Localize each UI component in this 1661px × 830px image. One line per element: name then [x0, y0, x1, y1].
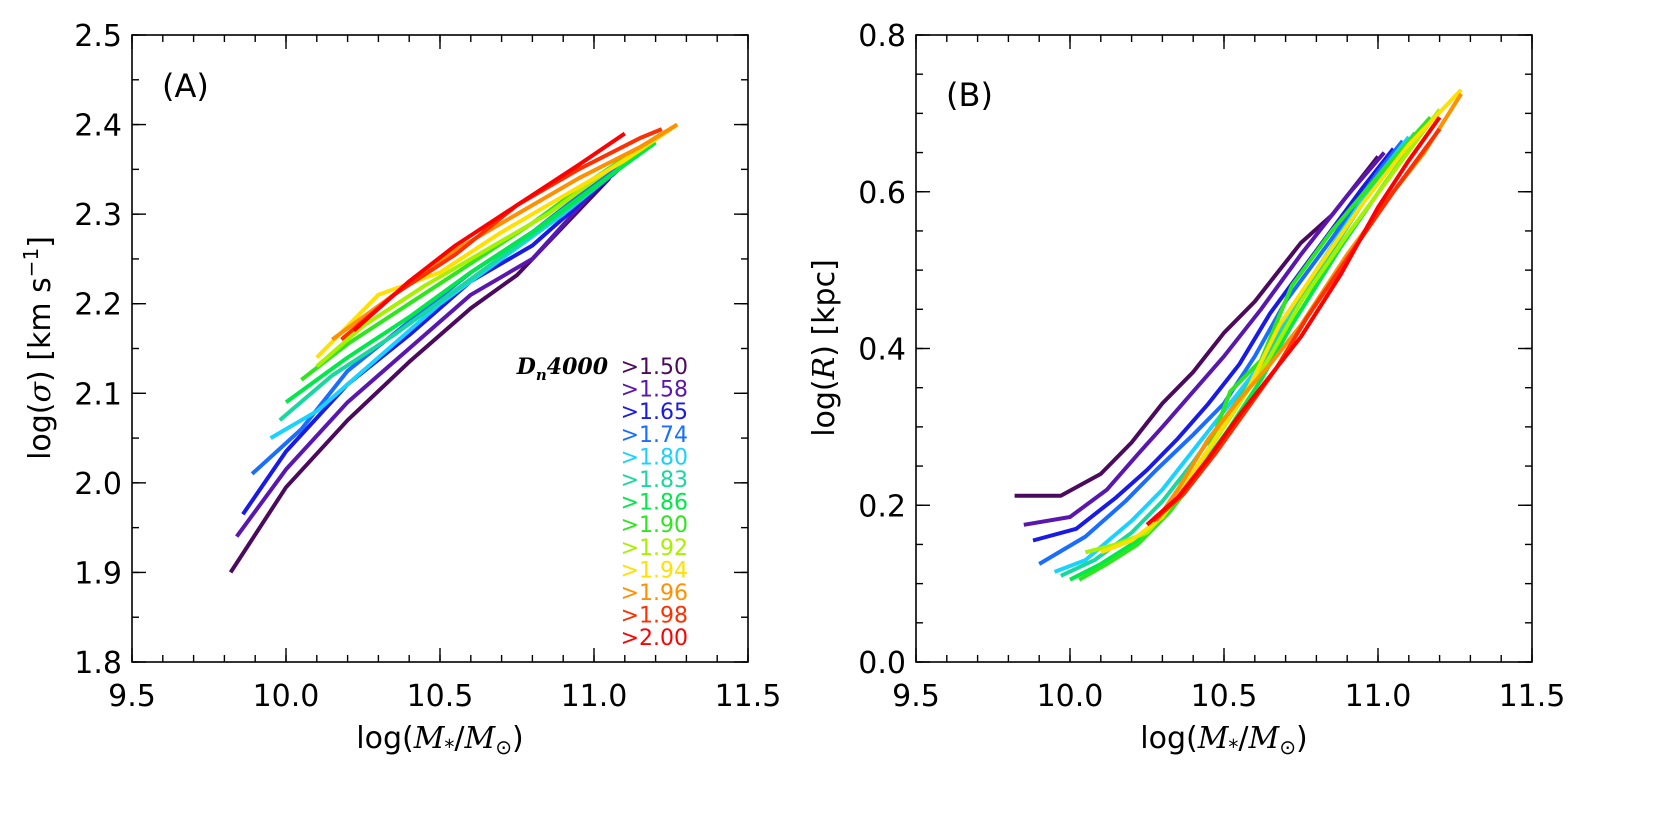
panel-b-label: (B) [946, 76, 993, 114]
y-tick-label: 0.8 [858, 19, 906, 54]
series-line-13 [352, 131, 626, 333]
panel-b-ticks: 9.5 10.0 10.5 11.0 11.5 0.0 0.2 0.4 0.6 0.8 [858, 19, 1565, 714]
y-tick-label: 2.3 [74, 198, 122, 233]
legend-entry: >1.92 [621, 536, 688, 561]
legend-entry: >1.83 [621, 468, 688, 493]
panel-a-x-axis-title: log(M*/M⊙) [356, 721, 523, 759]
x-tick-label: 10.5 [407, 679, 474, 714]
legend-entry: >1.80 [621, 445, 688, 470]
y-tick-label: 0.6 [858, 176, 906, 211]
series-line-1 [228, 176, 611, 574]
series-line-10 [315, 122, 679, 359]
x-tick-label: 11.0 [561, 679, 628, 714]
x-tick-label: 11.5 [1499, 679, 1566, 714]
x-tick-label: 9.5 [108, 679, 156, 714]
series-line-2 [235, 172, 611, 538]
legend-entry: >1.86 [621, 491, 688, 516]
series-line-3 [241, 167, 620, 516]
panel-a-label: (A) [162, 67, 209, 105]
panel-b-x-axis-title: log(M*/M⊙) [1140, 721, 1307, 759]
legend-title: Dn4000 [516, 354, 609, 384]
x-tick-label: 11.0 [1345, 679, 1412, 714]
y-tick-label: 2.0 [74, 467, 122, 502]
x-tick-label: 10.0 [253, 679, 320, 714]
y-tick-label: 0.4 [858, 333, 906, 368]
legend-entry: >1.90 [621, 513, 688, 538]
x-tick-label: 10.0 [1037, 679, 1104, 714]
panel-a: 9.5 10.0 10.5 11.0 11.5 1.8 1.9 2.0 2.1 2.2 2.3 2.4… [19, 19, 781, 759]
y-tick-label: 0.0 [858, 646, 906, 681]
series-line-10 [1100, 88, 1463, 555]
panel-a-series [228, 122, 679, 574]
x-tick-label: 9.5 [892, 679, 940, 714]
legend-entries: >1.50>1.58>1.65>1.74>1.80>1.83>1.86>1.90… [621, 355, 688, 651]
legend-entry: >2.00 [621, 626, 688, 651]
legend-entry: >1.50 [621, 355, 688, 380]
y-tick-label: 2.1 [74, 377, 122, 412]
y-tick-label: 2.5 [74, 19, 122, 54]
panel-b-y-axis-title: log(R) [kpc] [807, 259, 842, 437]
legend-entry: >1.98 [621, 604, 688, 629]
legend-entry: >1.96 [621, 581, 688, 606]
legend: Dn4000 >1.50>1.58>1.65>1.74>1.80>1.83>1.… [516, 354, 688, 651]
panel-b: 9.5 10.0 10.5 11.0 11.5 0.0 0.2 0.4 0.6 0.8 (B) l… [807, 19, 1565, 759]
y-tick-label: 1.9 [74, 556, 122, 591]
series-line-8 [1078, 115, 1432, 582]
x-tick-label: 10.5 [1191, 679, 1258, 714]
panel-b-series [1014, 88, 1463, 582]
series-line-1 [1014, 155, 1380, 498]
series-line-7 [284, 140, 657, 404]
panel-a-y-axis-title: log(σ) [km s−1] [19, 236, 58, 460]
series-line-13 [1145, 116, 1442, 527]
y-tick-label: 1.8 [74, 646, 122, 681]
x-tick-label: 11.5 [715, 679, 782, 714]
legend-entry: >1.74 [621, 423, 688, 448]
legend-entry: >1.65 [621, 400, 688, 425]
y-tick-label: 2.4 [74, 109, 122, 144]
legend-entry: >1.58 [621, 378, 688, 403]
legend-entry: >1.94 [621, 558, 688, 583]
series-line-2 [1023, 151, 1386, 527]
y-tick-label: 2.2 [74, 288, 122, 323]
panel-a-ticks: 9.5 10.0 10.5 11.0 11.5 1.8 1.9 2.0 2.1 2.2 2.3 2.4… [74, 19, 781, 714]
y-tick-label: 0.2 [858, 489, 906, 524]
